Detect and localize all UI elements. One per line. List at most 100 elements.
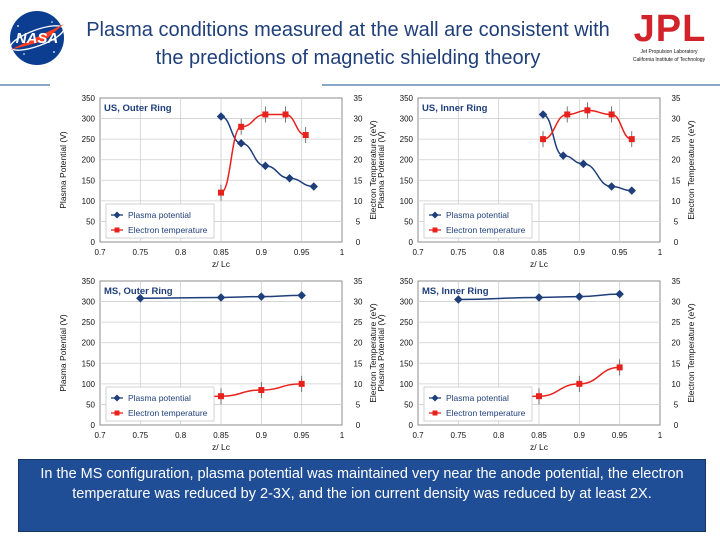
y2-tick-label: 25 [354, 135, 363, 144]
chart-svg: 0 50 100 150 200 250 300 350 0 5 10 15 20 25 30 35 0.7 0.… [376, 94, 696, 269]
x-tick-label: 0.95 [612, 248, 628, 257]
legend-entry: Electron temperature [128, 408, 208, 418]
legend-entry: Electron temperature [446, 408, 526, 418]
data-point [136, 294, 145, 303]
legend-box [105, 386, 215, 422]
slide-title: Plasma conditions measured at the wall a… [86, 19, 610, 69]
data-point [579, 159, 588, 169]
y2-tick-label: 5 [356, 400, 361, 409]
y2-tick-label: 25 [354, 318, 363, 327]
jpl-name: Jet Propulsion Laboratory [640, 49, 698, 55]
x-tick-label: 0.9 [256, 248, 268, 257]
y-tick-label: 150 [400, 176, 414, 185]
x-axis-label: z/ Lc [530, 442, 549, 452]
data-point [558, 151, 568, 160]
chart-title: MS, Inner Ring [422, 286, 489, 297]
data-point [309, 182, 319, 191]
y-tick-label: 200 [400, 156, 414, 165]
x-axis-label: z/ Lc [530, 259, 549, 269]
y-tick-label: 100 [82, 380, 96, 389]
y2-tick-label: 0 [356, 421, 361, 430]
y-tick-label: 300 [400, 298, 414, 307]
y-tick-label: 300 [82, 115, 96, 124]
y2-tick-label: 25 [672, 135, 681, 144]
y2-axis-label: Electron Temperature (eV) [368, 120, 378, 220]
x-tick-label: 0.8 [175, 248, 187, 257]
x-tick-label: 0.8 [175, 431, 187, 440]
y-tick-label: 250 [82, 135, 96, 144]
y-tick-label: 250 [400, 318, 414, 327]
y2-tick-label: 10 [354, 380, 363, 389]
y-tick-label: 0 [91, 238, 96, 247]
jpl-logo: JPL [634, 8, 707, 46]
data-point [564, 111, 571, 118]
data-point [238, 123, 245, 130]
data-point [258, 387, 265, 394]
legend-entry: Plasma potential [128, 393, 191, 403]
y2-tick-label: 30 [672, 298, 681, 307]
data-point [216, 112, 226, 121]
y2-tick-label: 10 [354, 197, 363, 206]
data-point [616, 364, 623, 371]
x-tick-label: 0.7 [412, 431, 424, 440]
y-tick-label: 150 [82, 176, 96, 185]
x-tick-label: 0.75 [133, 431, 149, 440]
legend-box [423, 386, 533, 422]
y-tick-label: 300 [400, 115, 414, 124]
y2-tick-label: 30 [354, 115, 363, 124]
data-point [584, 107, 591, 114]
y-axis-label: Plasma Potential (V) [376, 131, 386, 209]
y-tick-label: 150 [400, 359, 414, 368]
x-tick-label: 1 [340, 248, 345, 257]
y-tick-label: 50 [86, 217, 95, 226]
y2-tick-label: 15 [672, 176, 681, 185]
legend-marker [432, 227, 438, 233]
data-point [538, 110, 548, 119]
x-tick-label: 0.7 [94, 431, 106, 440]
summary-box: In the MS configuration, plasma potentia… [18, 459, 706, 532]
y2-tick-label: 35 [672, 277, 681, 286]
data-point [302, 132, 309, 139]
x-tick-label: 0.75 [133, 248, 149, 257]
y-tick-label: 50 [86, 400, 95, 409]
chart-us-inner-ring: 0 50 100 150 200 250 300 350 0 5 10 15 20 25 30 35 0.7 0.… [374, 92, 706, 270]
y2-tick-label: 35 [672, 94, 681, 103]
title-rule-right [322, 84, 720, 86]
y-tick-label: 50 [404, 217, 413, 226]
y-tick-label: 350 [400, 94, 414, 103]
y2-tick-label: 35 [354, 94, 363, 103]
x-tick-label: 1 [658, 431, 663, 440]
y-tick-label: 350 [82, 94, 96, 103]
x-axis-label: z/ Lc [212, 259, 231, 269]
data-point [262, 111, 269, 118]
data-point [608, 111, 615, 118]
data-point [261, 161, 270, 171]
y2-tick-label: 15 [672, 359, 681, 368]
x-tick-label: 0.85 [213, 248, 229, 257]
chart-ms-inner-ring: 0 50 100 150 200 250 300 350 0 5 10 15 20 25 30 35 0.7 0.… [374, 275, 706, 453]
legend-marker [432, 410, 438, 416]
legend-marker [114, 410, 120, 416]
y-tick-label: 50 [404, 400, 413, 409]
data-point [218, 393, 224, 400]
y2-tick-label: 5 [674, 400, 679, 409]
y-axis-label: Plasma Potential (V) [376, 314, 386, 392]
y-tick-label: 150 [82, 359, 96, 368]
chart-svg: 0 50 100 150 200 250 300 350 0 5 10 15 20 25 30 35 0.7 0.… [376, 277, 696, 452]
x-tick-label: 0.8 [493, 248, 505, 257]
y-tick-label: 100 [400, 380, 414, 389]
legend-box [423, 203, 533, 239]
series-line [458, 293, 620, 301]
x-axis-label: z/ Lc [212, 442, 231, 452]
chart-title: MS, Outer Ring [104, 286, 173, 297]
chart-us-outer-ring: 0 50 100 150 200 250 300 350 0 5 10 15 20 25 30 35 0.7 0.… [56, 92, 388, 270]
y-tick-label: 300 [82, 298, 96, 307]
y2-tick-label: 20 [672, 339, 681, 348]
jpl-logo-text: JPL [634, 8, 707, 46]
y-tick-label: 250 [400, 135, 414, 144]
x-tick-label: 0.7 [94, 248, 106, 257]
x-tick-label: 1 [340, 431, 345, 440]
data-point [607, 182, 616, 191]
legend-marker [113, 211, 121, 219]
